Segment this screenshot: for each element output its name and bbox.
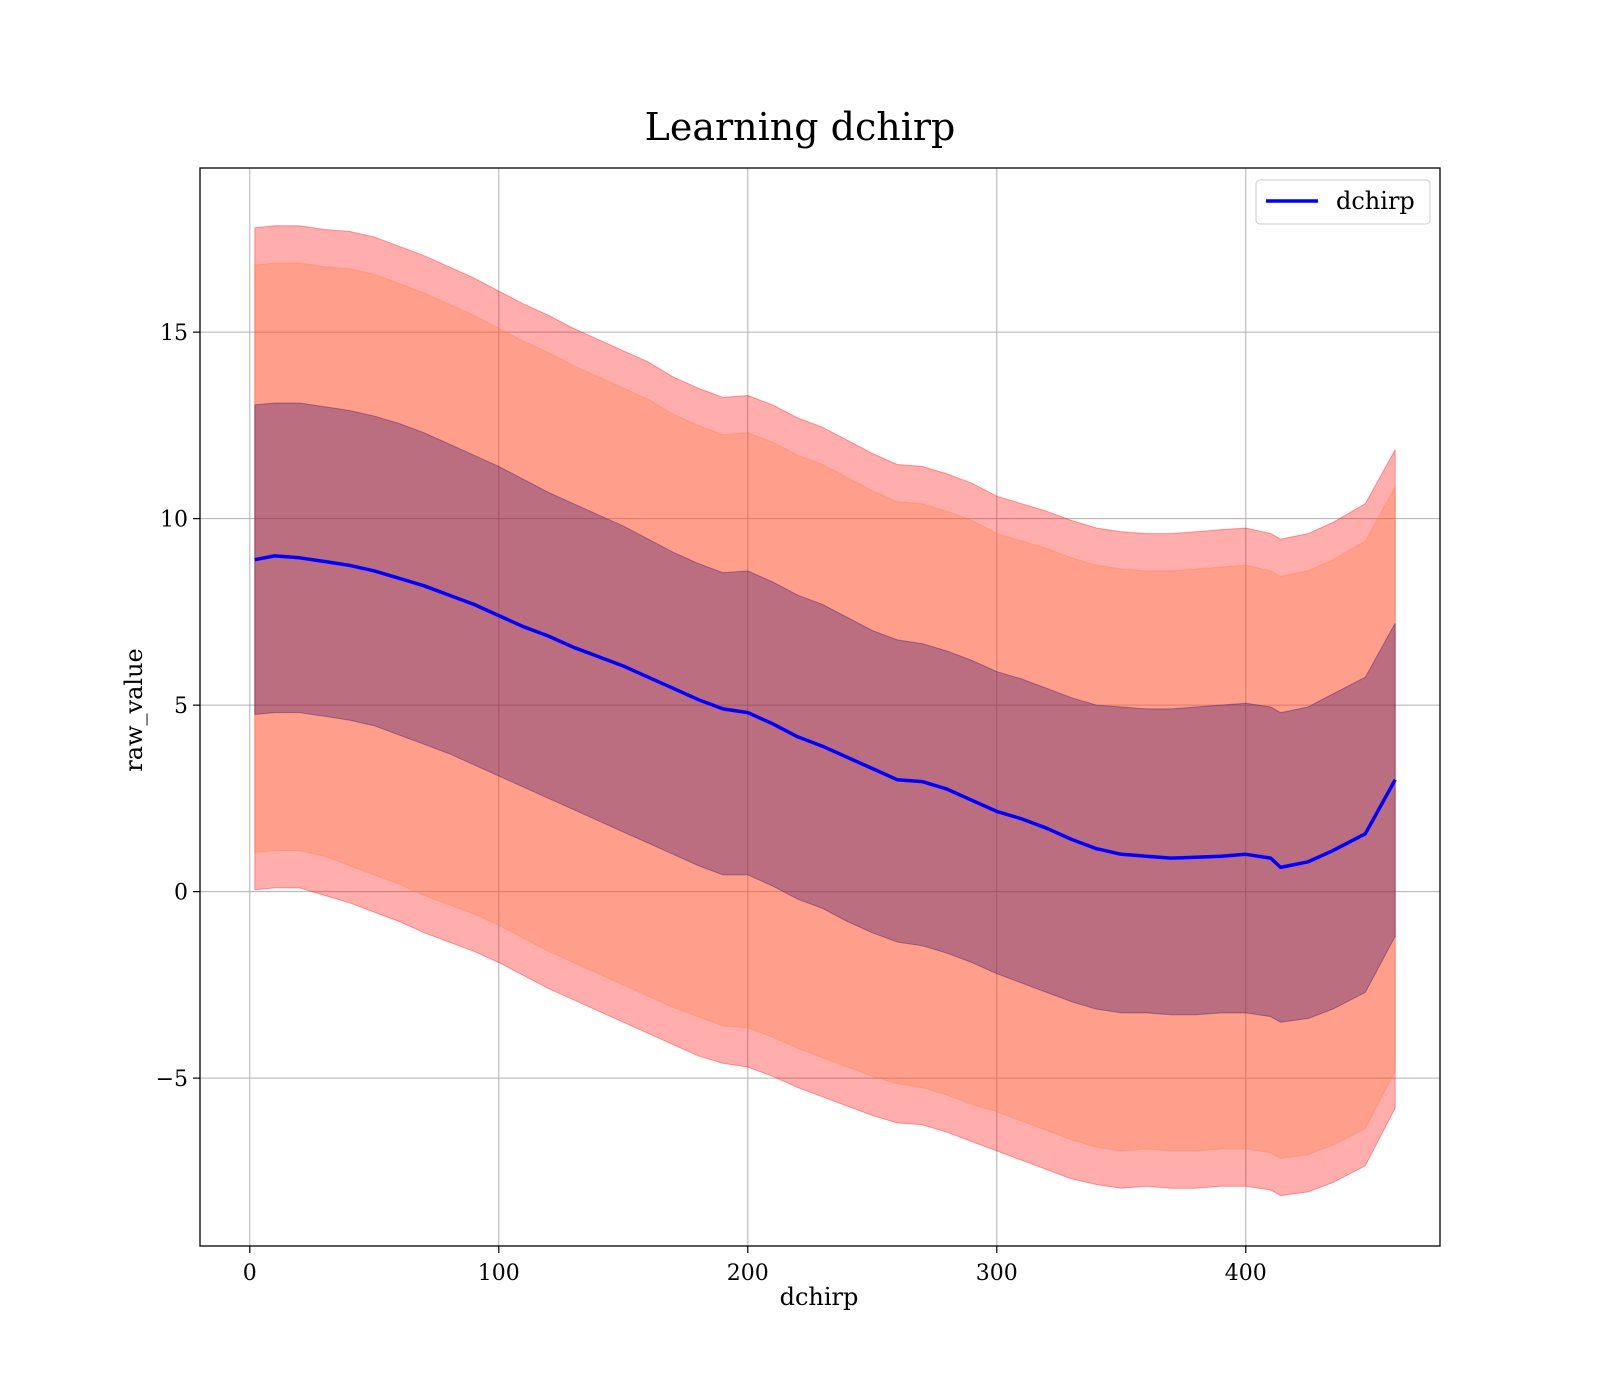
y-tick-label: 5	[174, 694, 188, 719]
x-tick-label: 0	[243, 1261, 257, 1286]
axis-ticks: 0 100 200 300 400 −5 0 5 10 15	[156, 321, 1267, 1286]
y-tick-label: 0	[174, 881, 188, 906]
y-axis-label: raw_value	[120, 648, 148, 772]
y-tick-label: 10	[160, 508, 188, 533]
legend: dchirp	[1255, 179, 1431, 225]
x-tick-label: 100	[478, 1261, 520, 1286]
confidence-bands	[254, 225, 1396, 1197]
y-tick-label: 15	[160, 321, 188, 346]
grid	[200, 168, 1440, 1246]
band-2	[254, 262, 1396, 1159]
plot-frame	[199, 167, 1441, 1247]
legend-label: dchirp	[1336, 187, 1415, 215]
series-lines	[254, 554, 1397, 870]
x-tick-label: 400	[1225, 1261, 1267, 1286]
x-tick-label: 300	[976, 1261, 1018, 1286]
legend-box	[1255, 179, 1431, 225]
chart-title: Learning dchirp	[645, 105, 956, 149]
band-1	[254, 225, 1396, 1197]
y-tick-label: −5	[156, 1067, 188, 1092]
x-axis-label: dchirp	[780, 1283, 859, 1311]
x-tick-label: 200	[727, 1261, 769, 1286]
band-3	[254, 402, 1396, 1023]
series-line-dchirp	[254, 554, 1397, 870]
